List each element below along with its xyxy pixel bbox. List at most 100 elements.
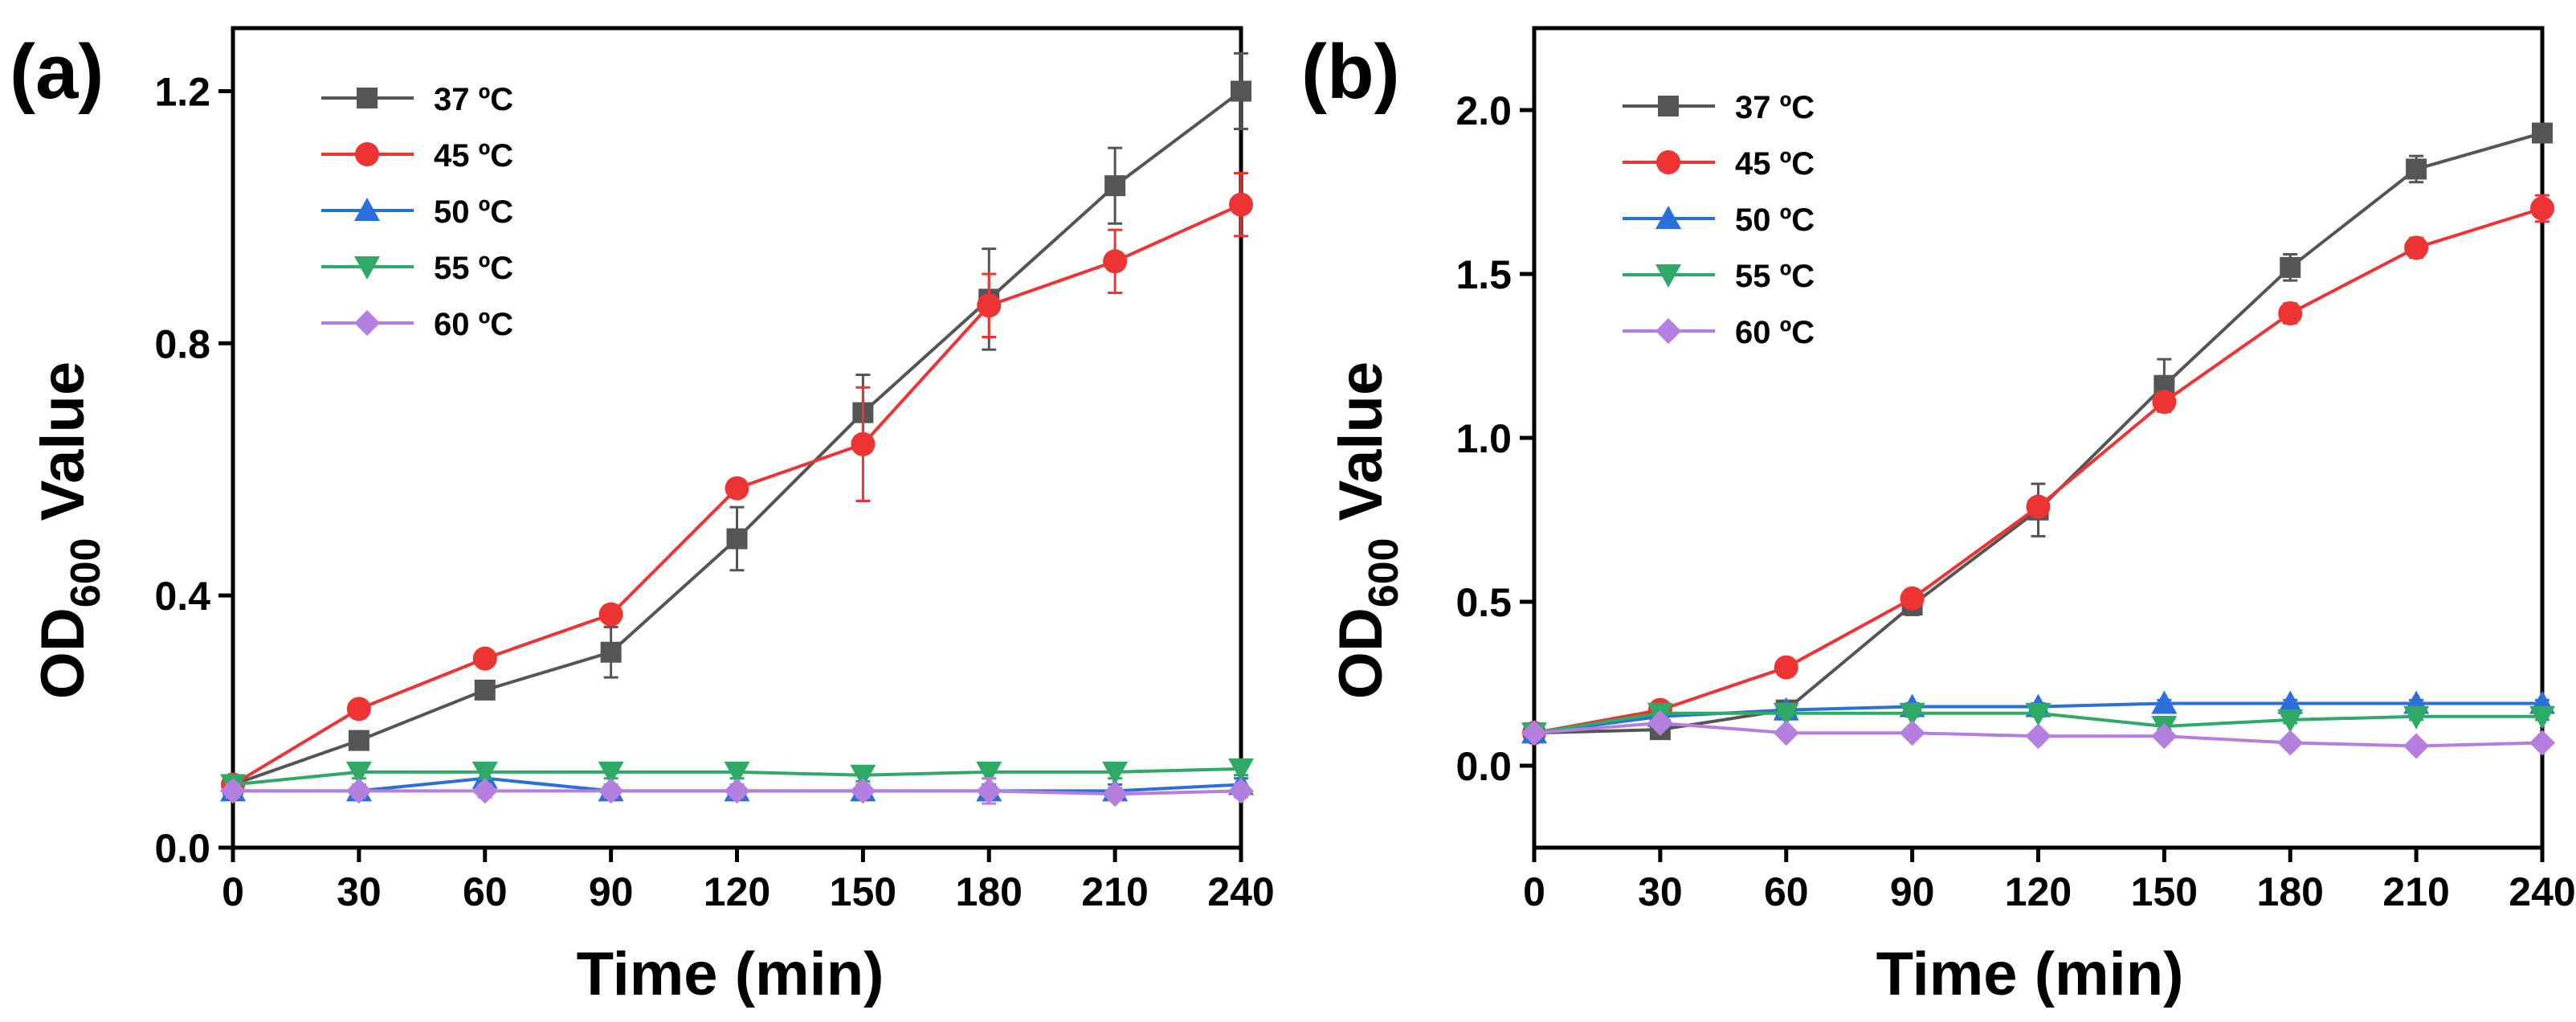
panel-a-x-tick-label: 0 bbox=[222, 869, 244, 914]
panel-a-series-5 bbox=[220, 777, 1254, 807]
panel-b-data-point bbox=[2403, 733, 2430, 759]
panel-b-data-point bbox=[2025, 723, 2051, 750]
panel-b-data-point bbox=[2532, 122, 2553, 144]
panel-b-data-point bbox=[2026, 494, 2051, 519]
panel-b: (b) Time (min) OD600 Value 0 30 60 90 120 150… bbox=[1301, 26, 2576, 1008]
panel-b-x-tick-label: 210 bbox=[2382, 869, 2449, 914]
panel-b-data-point bbox=[1647, 709, 1673, 736]
panel-a-legend-marker bbox=[355, 142, 379, 166]
panel-a-data-point bbox=[977, 293, 1002, 318]
panel-a-data-point bbox=[724, 778, 750, 804]
panel-a-data-point bbox=[346, 697, 371, 722]
panel-a: (a) Time (min) OD600 Value 0 30 60 90 120 150… bbox=[10, 26, 1275, 1008]
panel-b-data-point bbox=[1774, 655, 1798, 680]
panel-b-y-tick-label: 0.0 bbox=[1455, 744, 1512, 789]
panel-a-data-point bbox=[598, 761, 624, 785]
panel-b-legend-label: 60 ºC bbox=[1735, 315, 1815, 350]
panel-a-y-tick-label: 0.4 bbox=[154, 574, 210, 619]
panel-a-data-point bbox=[1228, 778, 1254, 804]
panel-a-data-point bbox=[976, 761, 1002, 785]
panel-a-data-point bbox=[1103, 249, 1128, 274]
panel-a-legend-label: 45 ºC bbox=[434, 138, 513, 174]
panel-a-data-point bbox=[1104, 175, 1126, 197]
panel-b-legend-label: 37 ºC bbox=[1735, 90, 1815, 125]
panel-b-x-axis-title: Time (min) bbox=[1876, 940, 2184, 1008]
panel-a-data-point bbox=[220, 778, 246, 804]
panel-b-y-tick-label: 1.0 bbox=[1455, 416, 1512, 461]
panel-a-x-tick-label: 150 bbox=[830, 869, 896, 914]
panel-a-x-tick-label: 90 bbox=[589, 869, 634, 914]
panel-a-data-point bbox=[600, 641, 622, 663]
panel-a-y-tick-label: 0.0 bbox=[154, 826, 210, 871]
panel-a-legend-label: 37 ºC bbox=[434, 82, 513, 117]
panel-b-legend-marker bbox=[1655, 206, 1681, 229]
panel-b-legend-marker bbox=[1655, 264, 1681, 288]
panel-a-data-point bbox=[1102, 761, 1129, 785]
panel-b-y-axis-title-subscript: 600 bbox=[1361, 538, 1407, 607]
panel-b-y-axis-title-main: OD bbox=[1327, 607, 1395, 699]
panel-b-y-tick-label: 2.0 bbox=[1455, 88, 1512, 133]
panel-b-data-point bbox=[2404, 235, 2429, 260]
panel-a-legend: 37 ºC 45 ºC 50 ºC 55 ºC 60 ºC bbox=[321, 82, 513, 342]
panel-b-data-point bbox=[2152, 390, 2177, 415]
panel-a-data-point bbox=[472, 778, 498, 804]
panel-a-y-tick-label: 0.8 bbox=[154, 321, 210, 366]
panel-b-series-5 bbox=[1521, 709, 2555, 759]
panel-a-data-point bbox=[1228, 758, 1254, 782]
panel-a-y-tick-label: 1.2 bbox=[154, 69, 210, 114]
panel-b-series-1 bbox=[1524, 122, 2553, 744]
panel-a-plot-frame bbox=[231, 26, 1243, 850]
panel-a-x-tick-label: 240 bbox=[1207, 869, 1274, 914]
panel-a-legend-marker bbox=[354, 198, 380, 221]
panel-a-legend-marker bbox=[354, 310, 380, 336]
panel-b-plot: 0 30 60 90 120 150 180 210 240 0.0 0.5 1.0 1.5 2.0 37 … bbox=[1455, 26, 2576, 914]
panel-b-x-tick-label: 150 bbox=[2131, 869, 2198, 914]
panel-b-legend-marker bbox=[1658, 96, 1679, 117]
panel-a-legend-label: 55 ºC bbox=[434, 251, 513, 286]
panel-b-legend-label: 55 ºC bbox=[1735, 259, 1815, 294]
panel-b-data-point bbox=[2277, 690, 2304, 714]
panel-b-x-tick-label: 180 bbox=[2257, 869, 2324, 914]
panel-b-data-point bbox=[2025, 702, 2051, 726]
panel-a-legend-label: 50 ºC bbox=[434, 194, 513, 230]
panel-a-data-point bbox=[1229, 192, 1253, 217]
panel-a-data-point bbox=[598, 602, 623, 627]
panel-b-data-point bbox=[2280, 256, 2301, 278]
panel-a-legend-marker bbox=[354, 256, 380, 280]
panel-a-label: (a) bbox=[10, 29, 104, 115]
panel-b-data-point bbox=[2277, 709, 2304, 733]
panel-b-data-point bbox=[1773, 702, 1799, 726]
panel-b-data-point bbox=[2530, 196, 2554, 221]
panel-a-x-axis-title: Time (min) bbox=[577, 940, 884, 1008]
panel-b-data-point bbox=[2529, 730, 2555, 756]
panel-a-data-point bbox=[976, 778, 1002, 804]
panel-a-x-tick-label: 30 bbox=[337, 869, 382, 914]
panel-b-data-point bbox=[2151, 690, 2178, 714]
panel-b-data-point bbox=[1521, 720, 1547, 746]
panel-b-series-line bbox=[1533, 206, 2543, 735]
panel-b-data-point bbox=[1899, 720, 1925, 746]
panel-a-y-axis-title-subscript: 600 bbox=[63, 538, 109, 607]
panel-a-data-point bbox=[472, 761, 498, 785]
panel-b-data-point bbox=[1900, 586, 1925, 611]
panel-a-data-point bbox=[474, 679, 496, 701]
panel-a-x-tick-label: 60 bbox=[463, 869, 508, 914]
panel-b-x-tick-label: 60 bbox=[1764, 869, 1809, 914]
panel-a-x-tick-label: 210 bbox=[1081, 869, 1148, 914]
panel-a-data-point bbox=[724, 761, 750, 785]
panel-b-x-tick-label: 90 bbox=[1890, 869, 1935, 914]
panel-b-data-point bbox=[1899, 702, 1925, 726]
panel-b-y-tick-label: 0.5 bbox=[1455, 580, 1512, 625]
panel-a-series-2 bbox=[221, 171, 1253, 797]
panel-a-data-point bbox=[598, 778, 624, 804]
panel-a-data-point bbox=[726, 528, 748, 550]
panel-a-plot: 0 30 60 90 120 150 180 210 240 0.0 0.4 0.8 1.2 37 ºC 4… bbox=[154, 26, 1275, 914]
panel-a-legend-marker bbox=[357, 88, 378, 108]
panel-a-y-axis-title-tail: Value bbox=[29, 362, 97, 538]
panel-a-data-point bbox=[472, 646, 497, 671]
panel-b-legend: 37 ºC 45 ºC 50 ºC 55 ºC 60 ºC bbox=[1623, 90, 1815, 350]
panel-a-legend-label: 60 ºC bbox=[434, 307, 513, 342]
panel-b-x-tick-label: 120 bbox=[2005, 869, 2072, 914]
panel-a-data-point bbox=[1231, 80, 1251, 102]
